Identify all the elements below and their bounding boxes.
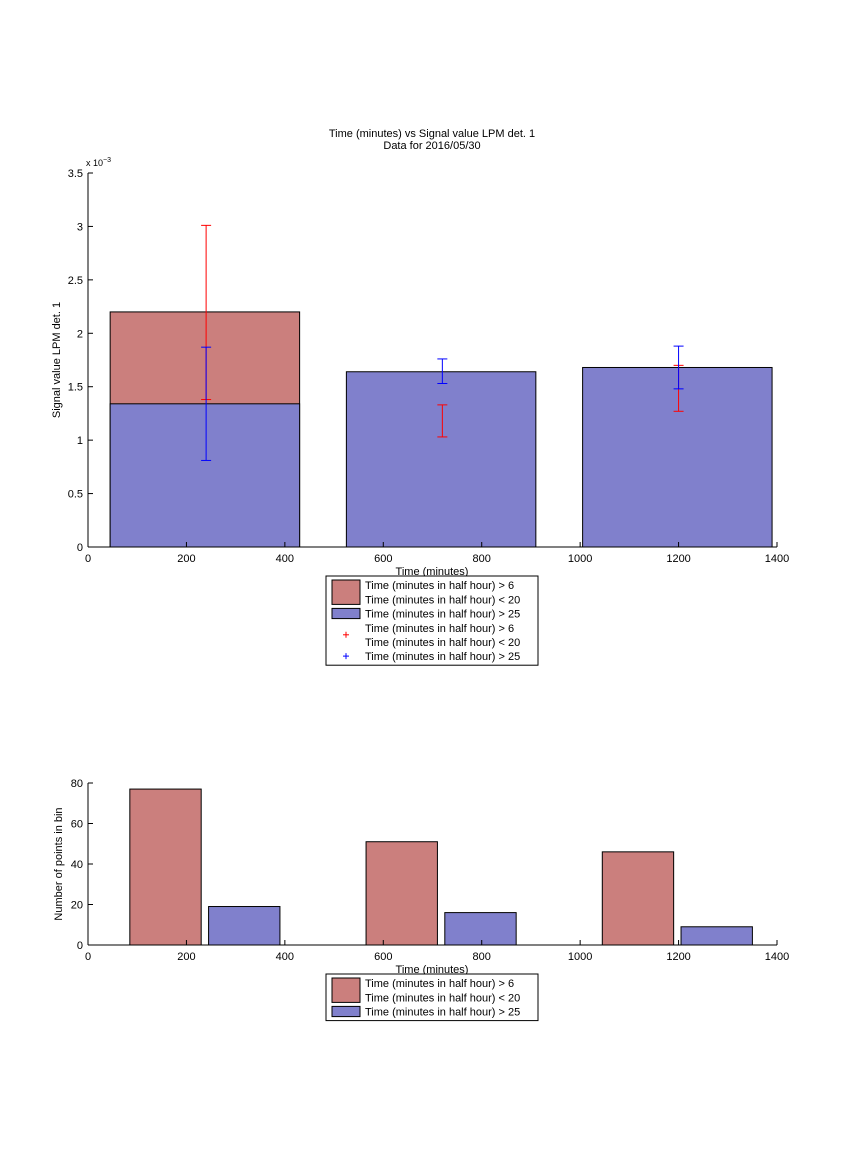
top-x-tick-label: 400: [276, 553, 294, 565]
bottom-x-label: Time (minutes): [396, 964, 469, 976]
top-chart-subtitle: Data for 2016/05/30: [383, 140, 480, 152]
top-legend-label: Time (minutes in half hour) < 20: [365, 594, 520, 606]
bottom-y-tick-label: 20: [71, 900, 83, 912]
exponent-base: x 10: [86, 158, 103, 168]
bottom-axes: 0 200 400 600 800 1000 1200 1400 0 20 40 60 80: [71, 778, 789, 963]
top-legend-label: Time (minutes in half hour) < 20: [365, 637, 520, 649]
bottom-bars: [129, 788, 753, 946]
bottom-legend-label: Time (minutes in half hour) < 20: [365, 992, 520, 1004]
bottom-legend-swatch: [331, 977, 361, 1003]
top-x-tick-label: 200: [177, 553, 195, 565]
top-errorbars: [201, 224, 684, 461]
top-y-tick-label: 0: [77, 542, 83, 554]
blue-bar: [109, 403, 301, 548]
top-axes: 0 200 400 600 800 1000 1200 1400 0 0.5 1 1.5 2 2.5 3 3.…: [68, 168, 790, 565]
bottom-y-tick-label: 0: [77, 940, 83, 952]
bottom-x-tick-label: 0: [85, 951, 91, 963]
bottom-x-tick-label: 600: [374, 951, 392, 963]
bottom-y-tick-label: 80: [71, 778, 83, 790]
blue-bar: [582, 366, 773, 548]
top-y-tick-label: 1: [77, 435, 83, 447]
bottom-x-tick-label: 800: [473, 951, 491, 963]
bottom-x-tick-label: 1200: [666, 951, 690, 963]
top-y-tick-label: 0.5: [68, 489, 83, 501]
bottom-x-tick-label: 200: [177, 951, 195, 963]
top-x-tick-label: 1400: [765, 553, 789, 565]
blue-count-bar: [680, 926, 753, 946]
top-x-tick-label: 0: [85, 553, 91, 565]
top-legend-label: Time (minutes in half hour) > 6: [365, 623, 514, 635]
top-legend-label: Time (minutes in half hour) > 25: [365, 609, 520, 621]
top-y-tick-label: 3.5: [68, 168, 83, 180]
top-legend-swatch: [331, 607, 361, 620]
bottom-chart: 0 200 400 600 800 1000 1200 1400 0 20 40 60 80 Time …: [53, 778, 789, 1022]
top-y-tick-label: 2: [77, 328, 83, 340]
bottom-x-tick-label: 1000: [568, 951, 592, 963]
bottom-legend-swatch: [331, 1005, 361, 1018]
top-legend-label: Time (minutes in half hour) > 25: [365, 651, 520, 663]
top-y-tick-label: 3: [77, 221, 83, 233]
bottom-y-tick-label: 60: [71, 819, 83, 831]
bottom-x-tick-label: 400: [276, 951, 294, 963]
bottom-legend-label: Time (minutes in half hour) > 25: [365, 1007, 520, 1019]
bottom-y-tick-label: 40: [71, 859, 83, 871]
red-count-bar: [129, 788, 202, 946]
top-legend-box: [325, 575, 539, 666]
bottom-legend: Time (minutes in half hour) > 6 Time (min…: [325, 973, 539, 1022]
bottom-legend-box: [325, 973, 539, 1022]
red-count-bar: [365, 841, 438, 946]
top-legend-swatch: [331, 579, 361, 605]
bottom-x-tick-label: 1400: [765, 951, 789, 963]
top-chart-title: Time (minutes) vs Signal value LPM det. …: [329, 128, 535, 140]
top-legend-label: Time (minutes in half hour) > 6: [365, 580, 514, 592]
top-x-tick-label: 1000: [568, 553, 592, 565]
top-y-label: Signal value LPM det. 1: [51, 302, 63, 418]
red-count-bar: [601, 851, 675, 946]
bottom-legend-label: Time (minutes in half hour) > 6: [365, 978, 514, 990]
top-x-tick-label: 800: [473, 553, 491, 565]
bottom-y-label: Number of points in bin: [53, 807, 65, 920]
top-x-tick-label: 600: [374, 553, 392, 565]
blue-bar: [345, 371, 537, 548]
blue-count-bar: [208, 906, 281, 946]
top-y-tick-label: 2.5: [68, 275, 83, 287]
top-legend: Time (minutes in half hour) > 6 Time (min…: [325, 575, 539, 666]
top-x-tick-label: 1200: [666, 553, 690, 565]
top-chart: Time (minutes) vs Signal value LPM det. …: [51, 128, 790, 666]
top-y-tick-label: 1.5: [68, 382, 83, 394]
top-y-exponent: x 10−3: [86, 157, 111, 168]
exponent-power: −3: [103, 157, 111, 164]
blue-count-bar: [444, 912, 517, 946]
top-x-label: Time (minutes): [396, 566, 469, 578]
top-bars: [109, 311, 773, 548]
